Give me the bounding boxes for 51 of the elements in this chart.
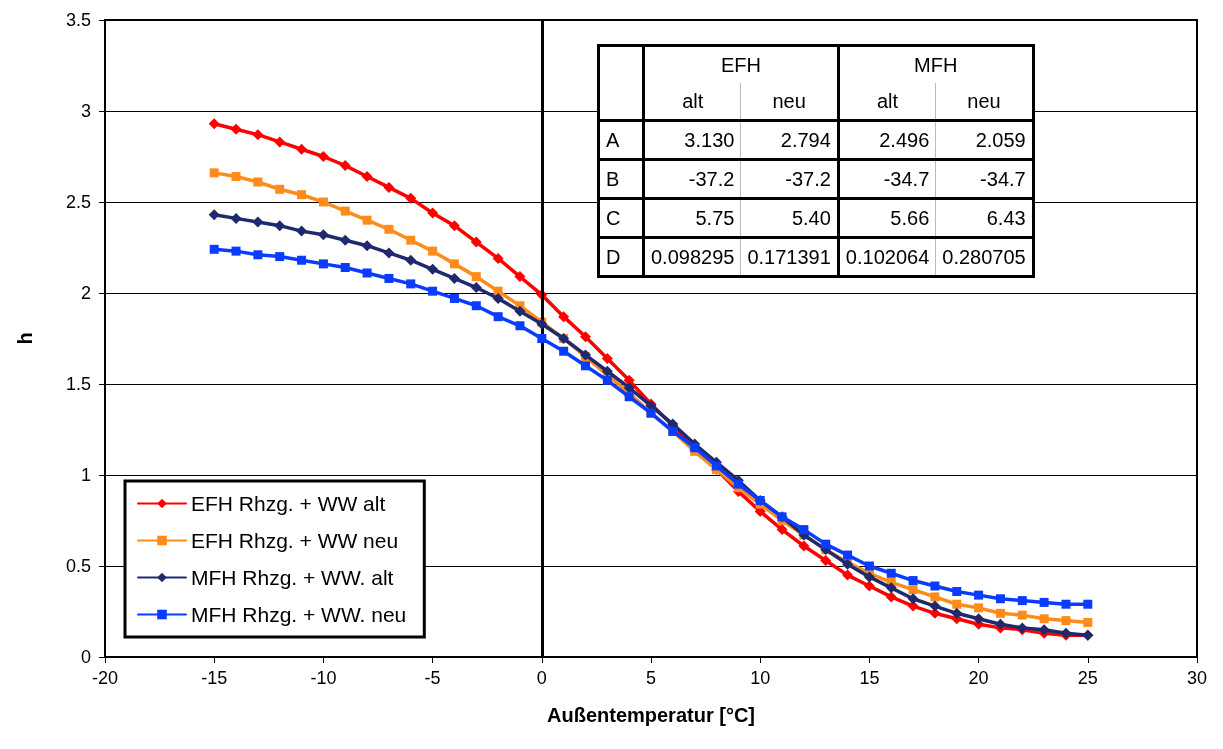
x-tick-label: 5 (645, 668, 657, 688)
annotation: -34.7 (935, 159, 1034, 199)
y-tick-label: 0.5 (65, 556, 91, 576)
annotation: 2.794 (740, 120, 839, 160)
y-tick-label: 0 (80, 647, 91, 667)
annotation: 3.130 (643, 120, 741, 160)
legend-label: EFH Rhzg. + WW alt (191, 492, 386, 515)
x-tick-label: -5 (424, 668, 441, 688)
annotation: 5.75 (643, 198, 741, 238)
x-tick-label: 10 (750, 668, 771, 688)
annotation: D (598, 237, 644, 277)
annotation: neu (935, 83, 1034, 121)
annotation: 0.102064 (838, 237, 936, 277)
annotation: -37.2 (643, 159, 741, 199)
x-tick-label: 30 (1186, 668, 1208, 688)
annotation: MFH (838, 45, 1034, 83)
y-tick-label: 2 (80, 283, 91, 303)
annotation: EFH (643, 45, 839, 83)
x-tick-label: 20 (968, 668, 989, 688)
annotation: 0.280705 (935, 237, 1034, 277)
annotation: 5.66 (838, 198, 936, 238)
annotation: -37.2 (740, 159, 839, 199)
legend-label: MFH Rhzg. + WW. neu (191, 603, 407, 626)
x-tick-label: 0 (536, 668, 547, 688)
annotation: -34.7 (838, 159, 936, 199)
x-tick-label: -15 (201, 668, 228, 688)
annotation: 5.40 (740, 198, 839, 238)
y-axis-title: h (14, 332, 36, 345)
x-axis-title: Außentemperatur [°C] (546, 704, 756, 726)
annotation: 2.059 (935, 120, 1034, 160)
annotation: alt (643, 83, 741, 121)
x-tick-label: -20 (91, 668, 119, 688)
legend-label: EFH Rhzg. + WW neu (191, 529, 399, 552)
y-tick-label: 1 (80, 465, 91, 485)
annotation: B (598, 159, 644, 199)
y-tick-label: 2.5 (65, 192, 91, 212)
annotation: 0.171391 (740, 237, 839, 277)
y-tick-label: 3.5 (65, 10, 91, 30)
annotation: neu (740, 83, 839, 121)
annotation: 2.496 (838, 120, 936, 160)
y-tick-label: 1.5 (65, 374, 91, 394)
annotation: C (598, 198, 644, 238)
legend-label: MFH Rhzg. + WW. alt (191, 566, 394, 589)
y-tick-label: 3 (80, 101, 91, 121)
annotation: A (598, 120, 644, 160)
annotation: 0.098295 (643, 237, 741, 277)
annotation: alt (838, 83, 936, 121)
x-tick-label: 25 (1077, 668, 1098, 688)
x-tick-label: 15 (859, 668, 880, 688)
x-tick-label: -10 (310, 668, 337, 688)
annotation: 6.43 (935, 198, 1034, 238)
